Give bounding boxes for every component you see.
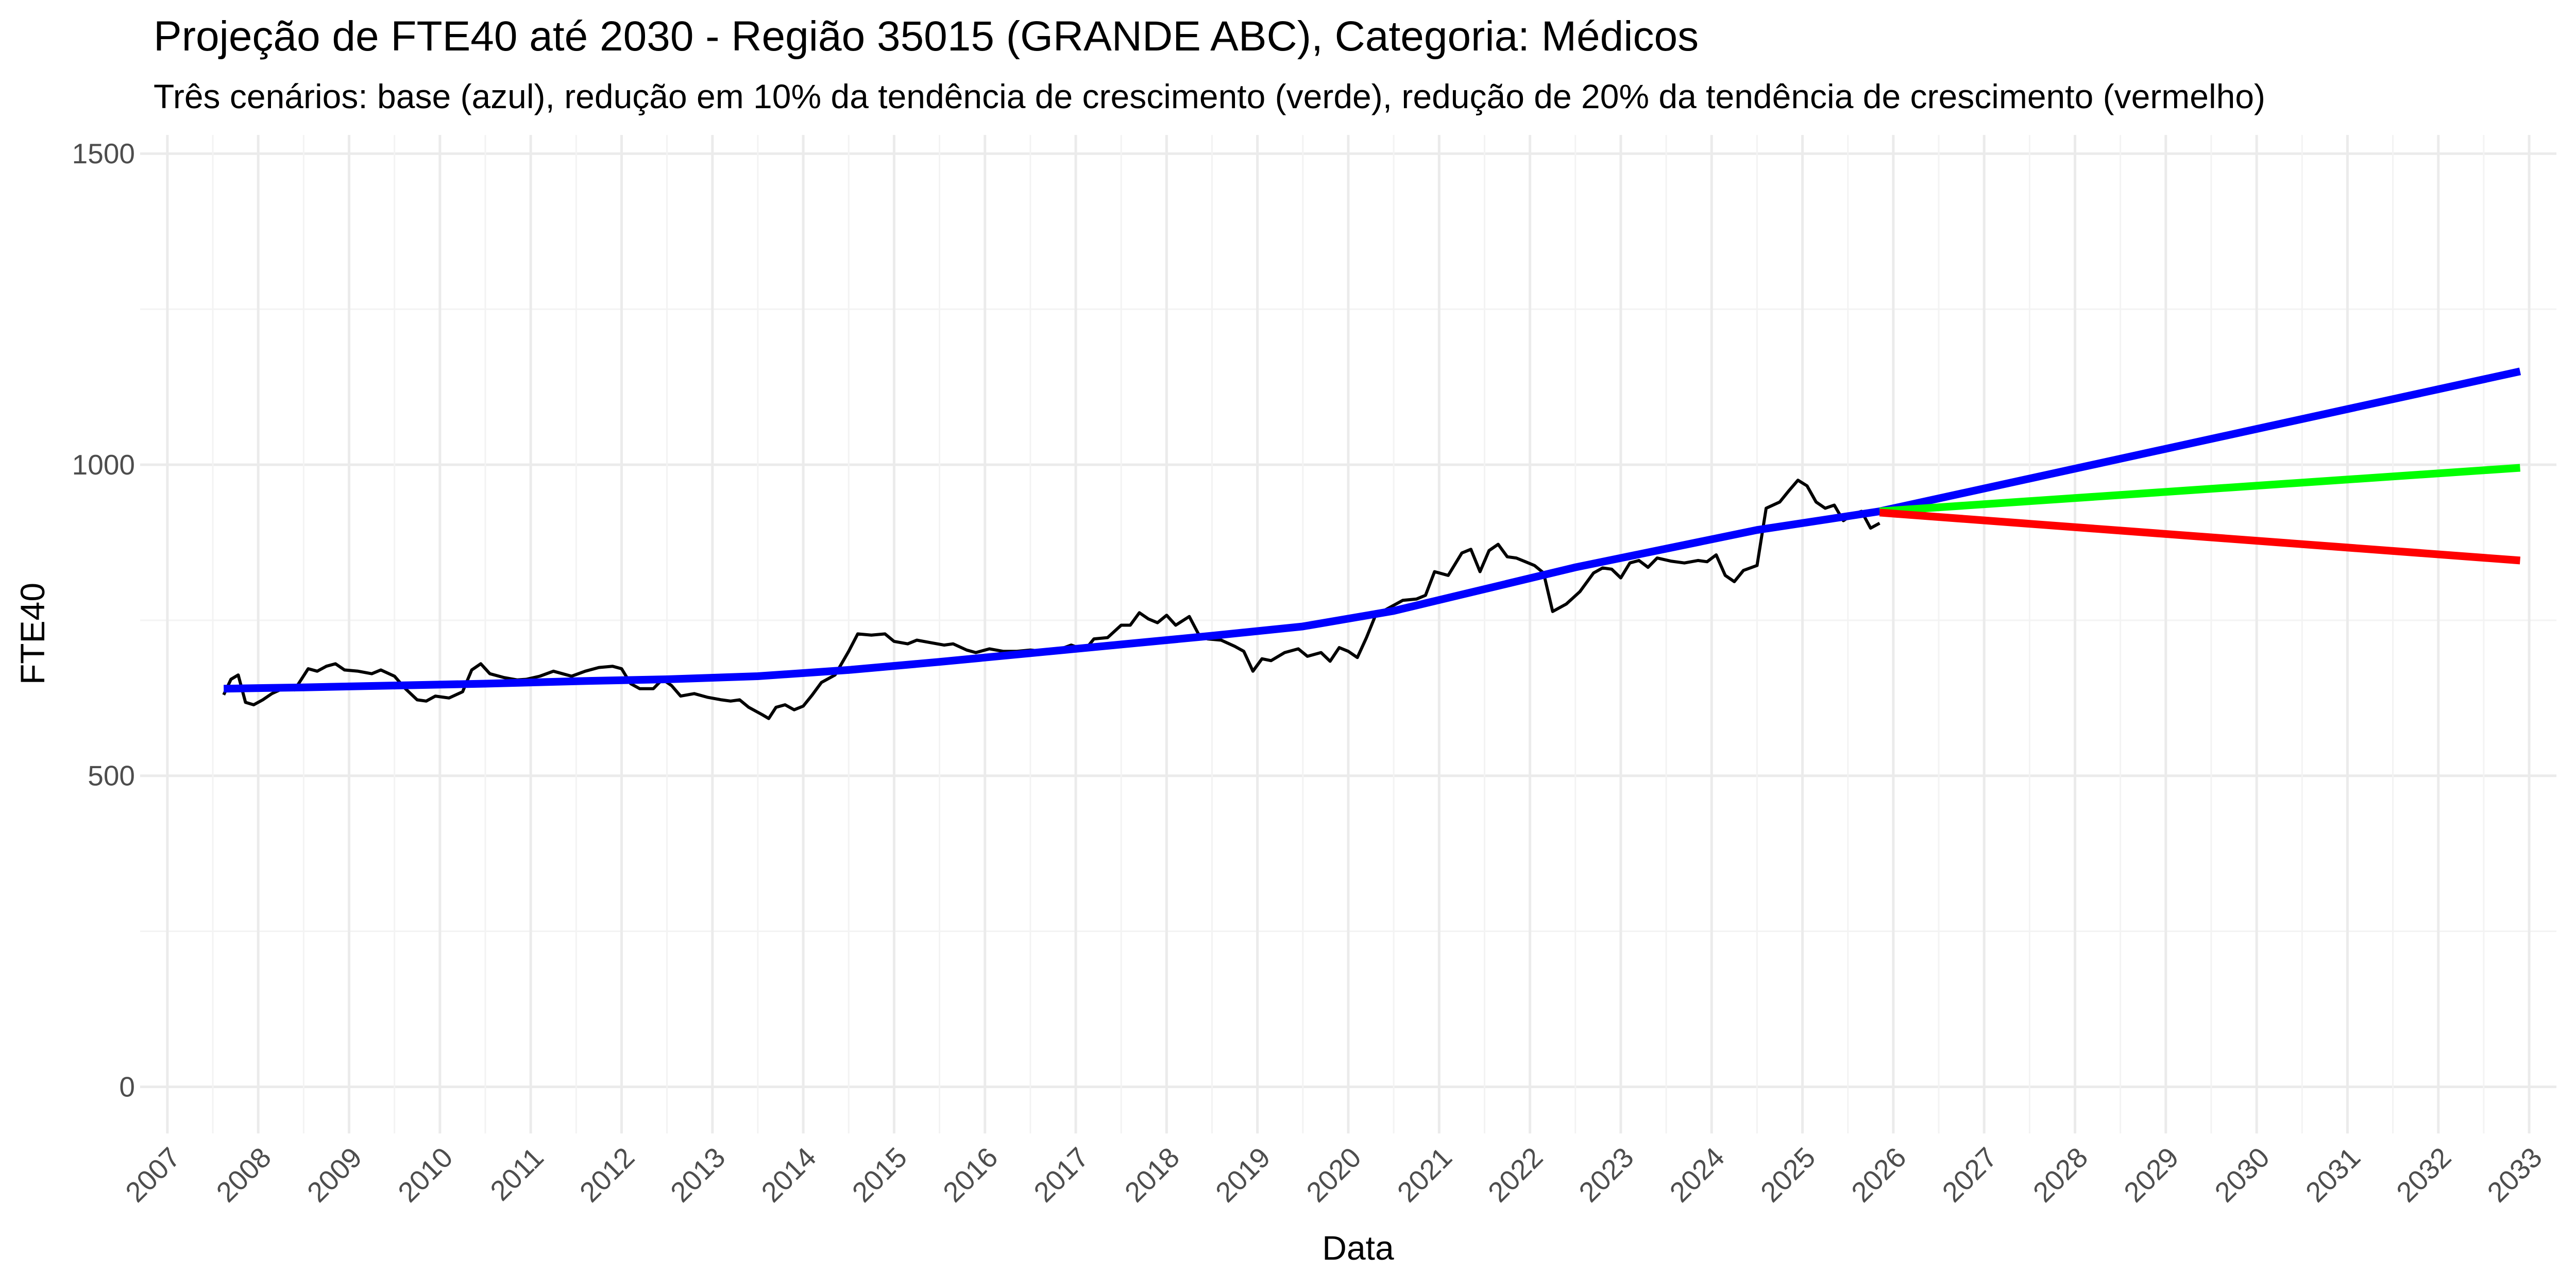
x-tick-label: 2020	[1300, 1141, 1367, 1208]
x-tick-label: 2030	[2209, 1141, 2276, 1208]
chart-title: Projeção de FTE40 até 2030 - Região 3501…	[154, 13, 1699, 60]
x-tick-label: 2027	[1936, 1141, 2003, 1208]
y-tick-label: 1000	[72, 449, 135, 481]
series-10pct-line	[1879, 464, 2521, 515]
x-tick-label: 2021	[1391, 1141, 1458, 1208]
x-tick-label: 2029	[2117, 1141, 2184, 1208]
y-axis: 0 500 1000 1500	[72, 138, 135, 1103]
chart-subtitle: Três cenários: base (azul), redução em 1…	[154, 77, 2265, 115]
x-tick-label: 2031	[2299, 1141, 2366, 1208]
series-20pct-line	[1879, 509, 2521, 565]
x-tick-label: 2013	[664, 1141, 731, 1208]
x-tick-label: 2015	[846, 1141, 913, 1208]
x-tick-label: 2032	[2390, 1141, 2457, 1208]
y-tick-label: 0	[119, 1071, 135, 1103]
x-tick-label: 2012	[573, 1141, 640, 1208]
x-tick-label: 2008	[210, 1141, 277, 1208]
x-tick-label: 2025	[1754, 1141, 1821, 1208]
x-tick-label: 2014	[755, 1141, 822, 1208]
x-tick-label: 2011	[484, 1141, 549, 1207]
x-tick-label: 2028	[2027, 1141, 2094, 1208]
plot-area	[222, 367, 2521, 720]
x-tick-label: 2033	[2481, 1141, 2548, 1208]
x-axis: 2007 2008 2009 2010 2011 2012 2013 2014 2015 2016…	[119, 1141, 2548, 1208]
x-axis-title: Data	[1322, 1229, 1394, 1267]
x-tick-label: 2007	[119, 1141, 186, 1208]
x-tick-label: 2019	[1209, 1141, 1276, 1208]
x-tick-label: 2022	[1482, 1141, 1549, 1208]
x-tick-label: 2010	[392, 1141, 459, 1208]
x-tick-label: 2009	[301, 1141, 368, 1208]
x-tick-label: 2026	[1845, 1141, 1912, 1208]
y-tick-label: 500	[88, 760, 135, 792]
y-axis-title: FTE40	[13, 583, 52, 685]
x-tick-label: 2024	[1664, 1141, 1731, 1208]
x-tick-label: 2018	[1118, 1141, 1185, 1208]
x-tick-label: 2023	[1572, 1141, 1639, 1208]
grid	[140, 135, 2556, 1133]
series-base-line	[224, 367, 2521, 693]
x-tick-label: 2017	[1027, 1141, 1094, 1208]
x-tick-label: 2016	[937, 1141, 1004, 1208]
y-tick-label: 1500	[72, 138, 135, 170]
